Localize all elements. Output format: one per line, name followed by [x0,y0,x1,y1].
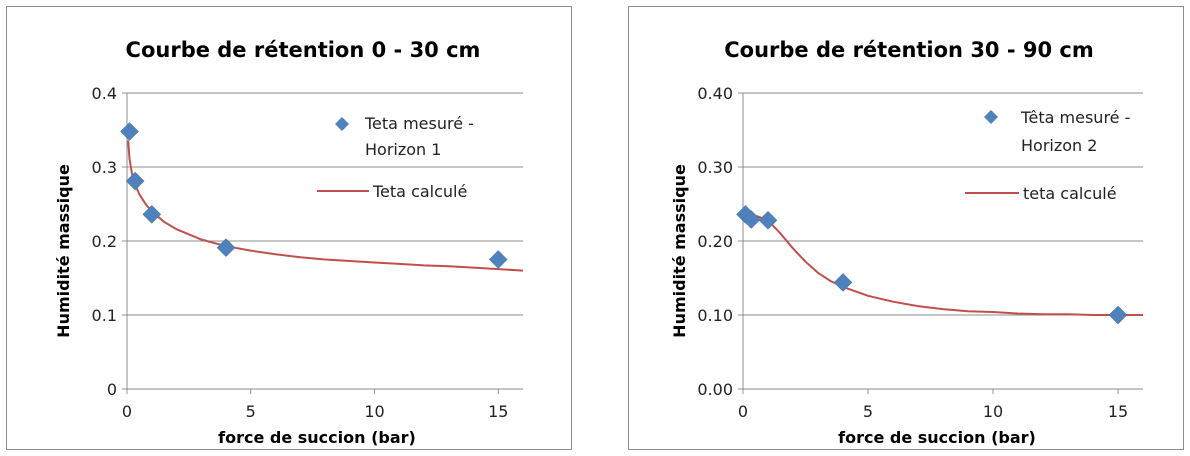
chart-svg-right: Courbe de rétention 30 - 90 cm 0.00 0.10 0.… [670,38,1143,447]
y-tick-label: 0.1 [92,306,117,325]
data-point-measured [758,210,778,230]
legend-label-measured: Horizon 1 [365,140,441,159]
x-tick-label: 10 [364,402,384,421]
legend-marker-measured [984,110,998,124]
data-point-measured [142,205,162,224]
y-tick-label: 0.2 [92,232,117,251]
chart-title: Courbe de rétention 0 - 30 cm [126,38,481,62]
legend-label-measured: Teta mesuré - [364,114,474,133]
x-tick-label: 10 [983,402,1003,421]
y-tick-label: 0.10 [697,306,733,325]
chart-title: Courbe de rétention 30 - 90 cm [724,38,1094,62]
y-tick-label: 0.30 [697,158,733,177]
series-line-calculated [127,140,524,272]
x-tick-label: 0 [738,402,748,421]
x-tick-label: 15 [488,402,508,421]
legend-label-calculated: teta calculé [1023,184,1117,203]
series-line-calculated [745,211,1143,316]
y-axis-label: Humidité massique [54,164,73,338]
x-axis-label: force de succion (bar) [838,428,1036,447]
y-tick-label: 0.40 [697,84,733,103]
data-point-measured [120,122,139,141]
x-tick-label: 5 [863,402,873,421]
legend-label-measured: Horizon 2 [1021,136,1097,155]
x-tick-label: 5 [246,402,256,421]
x-axis-label: force de succion (bar) [218,428,416,447]
x-tick-label: 15 [1108,402,1128,421]
data-point-measured [833,273,853,292]
data-point-measured [741,210,761,229]
data-point-measured [125,171,145,191]
y-tick-label: 0.4 [92,84,117,103]
y-tick-label: 0.3 [92,158,117,177]
y-axis-label: Humidité massique [670,164,689,338]
x-tick-label: 0 [122,402,132,421]
data-point-measured [488,250,508,269]
y-tick-label: 0.00 [697,380,733,399]
data-point-measured [1108,305,1128,325]
y-tick-label: 0 [107,380,117,399]
legend-marker-measured [335,117,349,131]
y-tick-label: 0.20 [697,232,733,251]
data-point-measured [216,238,236,258]
chart-svg-left: Courbe de rétention 0 - 30 cm 0 0.1 0.2 0.3 0… [54,38,524,447]
legend-label-measured: Têta mesuré - [1020,108,1130,127]
chart-panel-right: Courbe de rétention 30 - 90 cm 0.00 0.10 0.… [628,6,1184,450]
legend-label-calculated: Teta calculé [372,182,467,201]
chart-panel-left: Courbe de rétention 0 - 30 cm 0 0.1 0.2 0.3 0… [6,6,572,450]
